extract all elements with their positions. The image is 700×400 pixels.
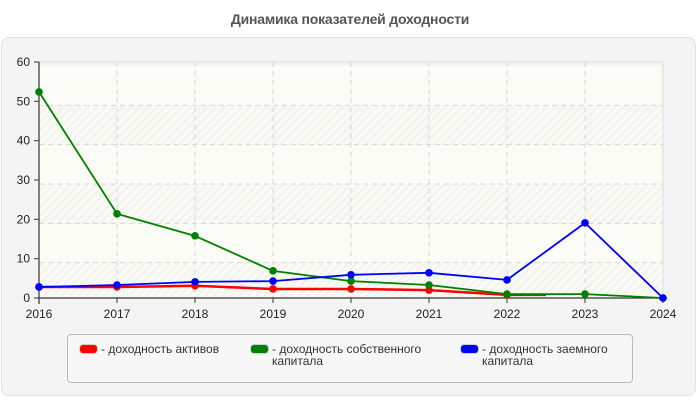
data-point-marker — [347, 277, 355, 285]
x-tick-label: 2016 — [26, 307, 53, 321]
y-tick-label: 10 — [17, 252, 31, 266]
legend-swatch-red — [80, 345, 97, 353]
x-tick-label: 2022 — [494, 307, 521, 321]
y-tick-label: 60 — [17, 55, 31, 69]
y-tick-label: 30 — [17, 173, 31, 187]
y-tick-label: 0 — [23, 291, 30, 305]
y-tick-label: 50 — [17, 94, 31, 108]
legend-swatch-blue — [461, 345, 478, 353]
data-point-marker — [113, 210, 121, 218]
axes: 0 10 20 30 40 50 60 2016 2017 2018 2019 2020 2021 202… — [17, 55, 677, 321]
series-line — [39, 284, 546, 297]
data-point-marker — [503, 290, 511, 298]
data-point-marker — [35, 88, 43, 96]
x-tick-label: 2021 — [416, 307, 443, 321]
x-tick-label: 2024 — [650, 307, 677, 321]
data-point-marker — [347, 270, 355, 279]
grid-lines — [39, 62, 663, 298]
data-point-marker — [269, 285, 277, 293]
data-point-marker — [269, 277, 277, 285]
chart-title: Динамика показателей доходности — [230, 11, 470, 27]
legend-label: - доходность собственного капитала — [272, 342, 422, 368]
data-point-marker — [269, 267, 277, 275]
data-point-marker — [581, 290, 589, 298]
data-point-marker — [581, 219, 589, 227]
y-tick-label: 20 — [17, 212, 31, 226]
x-tick-label: 2017 — [104, 307, 131, 321]
data-series — [35, 88, 667, 302]
legend-label: - доходность активов — [101, 342, 220, 356]
data-point-marker — [425, 269, 433, 277]
data-point-marker — [503, 276, 511, 284]
data-point-marker — [425, 281, 433, 289]
data-point-marker — [347, 285, 355, 293]
x-tick-label: 2023 — [572, 307, 599, 321]
legend-label: - доходность заемного капитала — [482, 342, 608, 368]
x-tick-label: 2019 — [260, 307, 287, 321]
data-point-marker — [191, 278, 199, 286]
data-point-marker — [35, 283, 43, 291]
x-tick-label: 2020 — [338, 307, 365, 321]
x-tick-label: 2018 — [182, 307, 209, 321]
legend: - доходность активов - доходность собств… — [67, 334, 633, 383]
data-point-marker — [191, 232, 199, 240]
data-point-marker — [659, 294, 667, 302]
legend-swatch-green — [251, 345, 268, 353]
y-tick-label: 40 — [17, 134, 31, 148]
data-point-marker — [113, 281, 121, 289]
